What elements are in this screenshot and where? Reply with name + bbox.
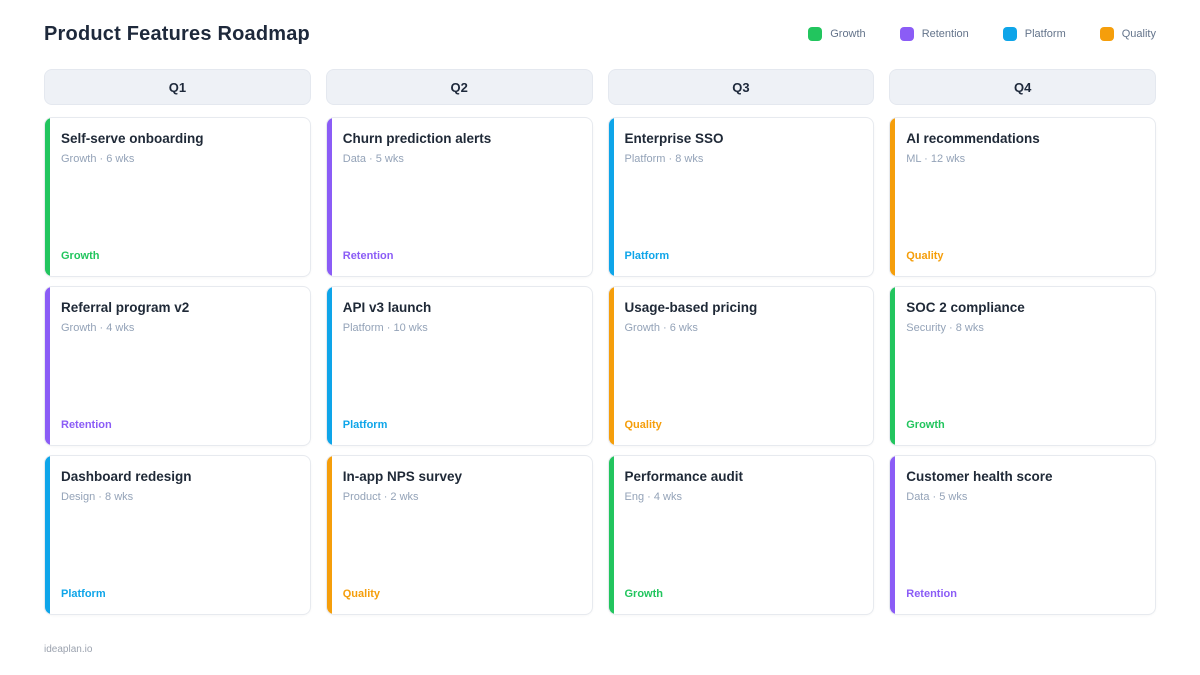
feature-meta: Platform · 10 wks bbox=[342, 322, 428, 334]
topbar: Product Features Roadmap Growth Retentio… bbox=[44, 0, 1156, 50]
legend-swatch-icon bbox=[808, 27, 823, 41]
legend-item-retention: Retention bbox=[899, 27, 969, 41]
feature-title: Self-serve onboarding bbox=[61, 131, 204, 146]
feature-meta: Data · 5 wks bbox=[906, 491, 968, 503]
feature-card[interactable]: SOC 2 compliance Security · 8 wks Growth bbox=[889, 286, 1156, 446]
watermark-text: ideaplan.io bbox=[44, 644, 93, 655]
feature-category-tag: Quality bbox=[906, 250, 944, 262]
quarter-column-q1: Q1 Self-serve onboarding Growth · 6 wks … bbox=[44, 69, 311, 615]
quarter-card-list: Churn prediction alerts Data · 5 wks Ret… bbox=[325, 117, 593, 615]
card-category-stripe bbox=[608, 287, 614, 445]
legend-label: Quality bbox=[1121, 28, 1156, 40]
feature-meta: Product · 2 wks bbox=[342, 491, 419, 503]
legend-swatch-icon bbox=[1002, 27, 1017, 41]
feature-category-tag: Retention bbox=[61, 419, 112, 431]
card-category-stripe bbox=[326, 456, 332, 614]
quarter-card-list: Enterprise SSO Platform · 8 wks Platform… bbox=[607, 117, 875, 615]
quarter-header: Q3 bbox=[607, 69, 875, 105]
quarter-column-q2: Q2 Churn prediction alerts Data · 5 wks … bbox=[325, 69, 593, 615]
legend-swatch-icon bbox=[1099, 27, 1114, 41]
feature-card[interactable]: Usage-based pricing Growth · 6 wks Quali… bbox=[607, 286, 875, 446]
feature-title: Usage-based pricing bbox=[624, 300, 758, 315]
feature-title: SOC 2 compliance bbox=[906, 300, 1025, 315]
feature-meta: Design · 8 wks bbox=[61, 491, 134, 503]
legend-item-growth: Growth bbox=[808, 27, 866, 41]
quarter-header: Q1 bbox=[44, 69, 311, 105]
feature-title: In-app NPS survey bbox=[342, 469, 463, 484]
feature-meta: Data · 5 wks bbox=[342, 153, 404, 165]
feature-meta: Security · 8 wks bbox=[906, 322, 984, 334]
roadmap-page: Product Features Roadmap Growth Retentio… bbox=[44, 0, 1156, 655]
legend-label: Retention bbox=[921, 28, 969, 40]
quarter-label: Q3 bbox=[732, 79, 750, 95]
feature-meta: Platform · 8 wks bbox=[624, 153, 704, 165]
feature-meta: Growth · 6 wks bbox=[624, 322, 698, 334]
card-category-stripe bbox=[890, 287, 896, 445]
quarter-label: Q2 bbox=[450, 79, 468, 95]
card-category-stripe bbox=[45, 456, 50, 614]
quarter-header: Q2 bbox=[325, 69, 593, 105]
feature-card[interactable]: Enterprise SSO Platform · 8 wks Platform bbox=[607, 117, 875, 277]
quarter-column-q4: Q4 AI recommendations ML · 12 wks Qualit… bbox=[889, 69, 1156, 615]
feature-category-tag: Quality bbox=[624, 419, 662, 431]
feature-meta: Eng · 4 wks bbox=[624, 491, 682, 503]
feature-category-tag: Platform bbox=[61, 588, 106, 600]
legend-item-quality: Quality bbox=[1099, 27, 1156, 41]
feature-card[interactable]: Dashboard redesign Design · 8 wks Platfo… bbox=[44, 455, 311, 615]
page-title: Product Features Roadmap bbox=[44, 22, 310, 45]
feature-category-tag: Growth bbox=[906, 419, 945, 431]
legend-swatch-icon bbox=[899, 27, 914, 41]
quarter-label: Q4 bbox=[1013, 79, 1032, 95]
legend-label: Platform bbox=[1024, 28, 1066, 40]
roadmap-board: Q1 Self-serve onboarding Growth · 6 wks … bbox=[44, 69, 1156, 615]
feature-category-tag: Retention bbox=[342, 250, 394, 262]
feature-title: API v3 launch bbox=[342, 300, 432, 315]
feature-category-tag: Platform bbox=[624, 250, 670, 262]
feature-category-tag: Quality bbox=[342, 588, 381, 600]
feature-title: Customer health score bbox=[906, 469, 1053, 484]
legend-item-platform: Platform bbox=[1002, 27, 1066, 41]
card-category-stripe bbox=[890, 118, 896, 276]
card-category-stripe bbox=[608, 456, 614, 614]
card-category-stripe bbox=[608, 118, 614, 276]
feature-card[interactable]: In-app NPS survey Product · 2 wks Qualit… bbox=[325, 455, 593, 615]
quarter-label: Q1 bbox=[168, 79, 187, 95]
feature-card[interactable]: AI recommendations ML · 12 wks Quality bbox=[889, 117, 1156, 277]
quarter-header: Q4 bbox=[889, 69, 1156, 105]
feature-card[interactable]: Performance audit Eng · 4 wks Growth bbox=[607, 455, 875, 615]
feature-title: AI recommendations bbox=[906, 131, 1040, 146]
feature-meta: Growth · 4 wks bbox=[61, 322, 135, 334]
feature-category-tag: Platform bbox=[342, 419, 388, 431]
legend-label: Growth bbox=[830, 28, 866, 40]
card-category-stripe bbox=[326, 287, 332, 445]
feature-title: Referral program v2 bbox=[61, 300, 190, 315]
card-category-stripe bbox=[326, 118, 332, 276]
feature-meta: ML · 12 wks bbox=[906, 153, 966, 165]
feature-card[interactable]: Referral program v2 Growth · 4 wks Reten… bbox=[44, 286, 311, 446]
quarter-card-list: AI recommendations ML · 12 wks Quality S… bbox=[889, 117, 1156, 615]
feature-category-tag: Growth bbox=[624, 588, 664, 600]
quarter-column-q3: Q3 Enterprise SSO Platform · 8 wks Platf… bbox=[607, 69, 875, 615]
feature-card[interactable]: API v3 launch Platform · 10 wks Platform bbox=[325, 286, 593, 446]
quarter-card-list: Self-serve onboarding Growth · 6 wks Gro… bbox=[44, 117, 311, 615]
feature-meta: Growth · 6 wks bbox=[61, 153, 135, 165]
card-category-stripe bbox=[890, 456, 896, 614]
feature-title: Churn prediction alerts bbox=[342, 131, 492, 146]
feature-category-tag: Retention bbox=[906, 588, 957, 600]
feature-title: Enterprise SSO bbox=[624, 131, 724, 146]
feature-card[interactable]: Churn prediction alerts Data · 5 wks Ret… bbox=[325, 117, 593, 277]
feature-card[interactable]: Self-serve onboarding Growth · 6 wks Gro… bbox=[44, 117, 311, 277]
feature-category-tag: Growth bbox=[61, 250, 100, 262]
card-category-stripe bbox=[45, 287, 50, 445]
feature-card[interactable]: Customer health score Data · 5 wks Reten… bbox=[889, 455, 1156, 615]
feature-title: Performance audit bbox=[624, 469, 744, 484]
card-category-stripe bbox=[45, 118, 50, 276]
legend: Growth Retention Platform Quality bbox=[808, 27, 1156, 41]
feature-title: Dashboard redesign bbox=[61, 469, 192, 484]
